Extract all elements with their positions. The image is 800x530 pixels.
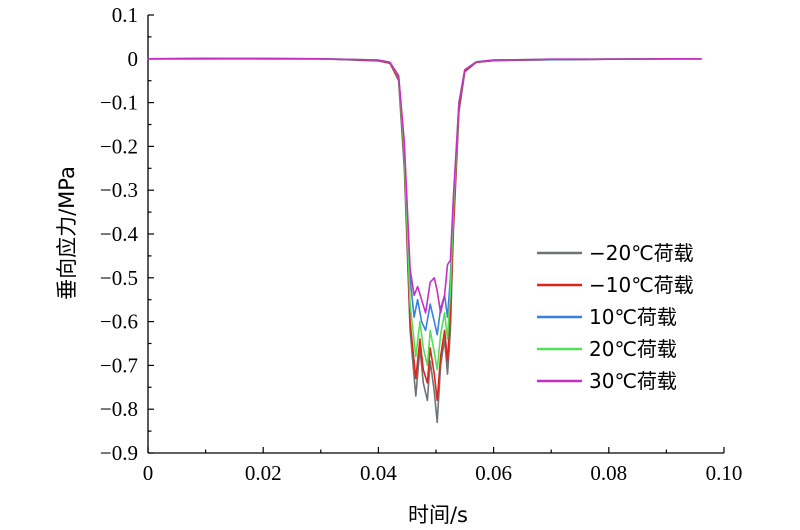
legend-label: 30℃荷载: [589, 369, 677, 393]
y-tick-label: −0.7: [100, 353, 138, 377]
y-axis-title: 垂向应力/MPa: [55, 166, 79, 300]
chart-legend: −20℃荷载 −10℃荷载 10℃荷载 20℃荷载 30℃荷载: [537, 241, 694, 393]
y-tick-label: −0.2: [100, 134, 138, 158]
x-axis-title: 时间/s: [408, 503, 468, 527]
x-tick-label: 0.06: [475, 461, 512, 485]
series-line-4: [147, 58, 702, 314]
legend-label: 10℃荷载: [589, 305, 677, 329]
y-tick-label: −0.9: [100, 441, 138, 465]
x-tick-label: 0.08: [590, 461, 627, 485]
chart-series: [147, 57, 702, 424]
x-tick-label: 0.02: [245, 461, 282, 485]
x-tick-label: 0.04: [360, 461, 397, 485]
y-tick-label: −0.8: [100, 397, 138, 421]
y-tick-label: −0.3: [100, 178, 138, 202]
y-tick-label: −0.4: [100, 222, 139, 246]
legend-label: 20℃荷载: [589, 337, 677, 361]
y-tick-label: 0: [128, 47, 139, 71]
x-tick-label: 0.10: [706, 461, 743, 485]
y-tick-label: −0.6: [100, 310, 138, 334]
legend-label: −20℃荷载: [589, 241, 694, 265]
y-tick-label: 0.1: [112, 3, 138, 27]
y-tick-label: −0.5: [100, 266, 138, 290]
x-tick-label: 0: [143, 461, 154, 485]
chart-axes: 0.10−0.1−0.2−0.3−0.4−0.5−0.6−0.7−0.8−0.9…: [100, 3, 742, 485]
y-tick-label: −0.1: [100, 91, 138, 115]
legend-label: −10℃荷载: [589, 273, 694, 297]
